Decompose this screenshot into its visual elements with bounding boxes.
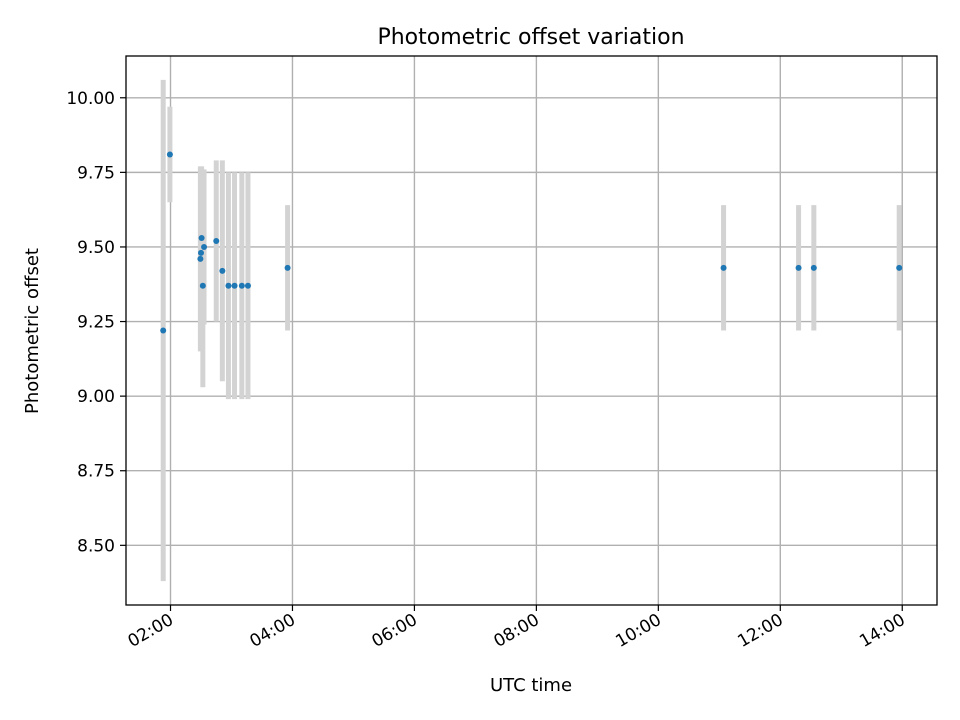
data-point bbox=[284, 264, 291, 271]
data-point bbox=[160, 327, 167, 334]
y-tick-label: 9.25 bbox=[77, 313, 115, 333]
y-axis-label: Photometric offset bbox=[22, 248, 43, 414]
data-point bbox=[238, 282, 245, 289]
data-point bbox=[201, 243, 208, 250]
data-point bbox=[166, 151, 173, 158]
data-point bbox=[225, 282, 232, 289]
y-tick-label: 8.75 bbox=[77, 462, 115, 482]
data-point bbox=[896, 264, 903, 271]
data-points bbox=[160, 151, 903, 334]
chart-title: Photometric offset variation bbox=[377, 25, 684, 50]
grid bbox=[126, 56, 937, 605]
data-point bbox=[810, 264, 817, 271]
data-point bbox=[231, 282, 238, 289]
data-point bbox=[219, 267, 226, 274]
y-tick-label: 8.50 bbox=[77, 536, 115, 556]
data-point bbox=[199, 282, 206, 289]
y-tick-label: 9.75 bbox=[77, 163, 115, 183]
y-tick-label: 10.00 bbox=[66, 89, 115, 109]
y-tick-label: 9.00 bbox=[77, 387, 115, 407]
data-point bbox=[720, 264, 727, 271]
data-point bbox=[198, 249, 205, 256]
x-axis-label: UTC time bbox=[490, 675, 572, 696]
data-point bbox=[795, 264, 802, 271]
y-tick-label: 9.50 bbox=[77, 238, 115, 258]
data-point bbox=[197, 255, 204, 262]
data-point bbox=[244, 282, 251, 289]
y-axis-ticks: 8.50 8.75 9.00 9.25 9.50 9.75 10.00 bbox=[66, 89, 126, 556]
data-point bbox=[213, 237, 220, 244]
data-point bbox=[198, 235, 205, 242]
plot-frame bbox=[125, 55, 938, 606]
